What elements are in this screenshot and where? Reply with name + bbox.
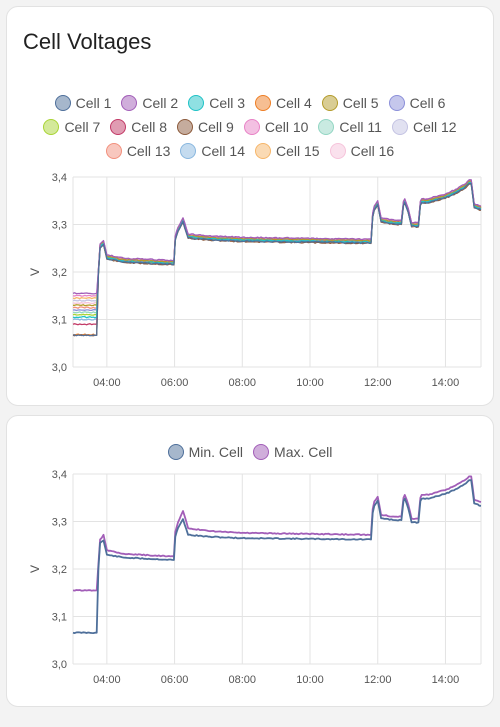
min-max-cell-chart[interactable]: 3,0 3,1 3,2 3,3 3,4 04:00 06:00 08:00 10:00 12:00… <box>7 462 493 727</box>
min-max-cell-card: Min. Cell Max. Cell 3,0 3,1 3,2 3,3 3,4 04:00 0… <box>6 415 494 707</box>
y-tick-label: 3,2 <box>52 267 67 279</box>
legend-swatch <box>110 119 127 135</box>
y-tick-label: 3,2 <box>52 564 67 576</box>
x-tick-label: 10:00 <box>296 674 324 686</box>
legend-swatch <box>243 119 260 135</box>
series-group <box>72 179 482 337</box>
x-tick-label: 12:00 <box>364 674 392 686</box>
legend-item-cell-11[interactable]: Cell 11 <box>318 116 382 138</box>
legend: Cell 1 Cell 2 Cell 3 Cell 4 Cell 5 Cell 6 Cell… <box>7 91 493 163</box>
legend-label: Cell 9 <box>198 119 234 135</box>
legend-label: Cell 7 <box>64 119 101 135</box>
legend-label: Cell 8 <box>131 119 168 135</box>
legend-item-min-cell[interactable]: Min. Cell <box>167 441 244 463</box>
legend-label: Cell 16 <box>350 143 395 159</box>
legend-item-cell-3[interactable]: Cell 3 <box>188 92 245 114</box>
legend-item-cell-16[interactable]: Cell 16 <box>329 140 395 162</box>
y-tick-label: 3,1 <box>52 315 67 327</box>
x-tick-label: 08:00 <box>229 674 257 686</box>
legend-swatch <box>188 95 205 111</box>
series-group <box>72 475 482 634</box>
cell-voltages-card: Cell Voltages Cell 1 Cell 2 Cell 3 Cell 4 Ce… <box>6 6 494 406</box>
x-tick-label: 08:00 <box>229 377 257 389</box>
y-tick-label: 3,1 <box>52 612 67 624</box>
legend-item-cell-9[interactable]: Cell 9 <box>177 116 234 138</box>
legend-label: Cell 13 <box>126 143 171 159</box>
y-axis-label: V <box>28 268 42 276</box>
legend-swatch <box>255 95 271 111</box>
legend-item-cell-15[interactable]: Cell 15 <box>255 140 320 162</box>
legend-item-cell-8[interactable]: Cell 8 <box>110 116 167 138</box>
legend-item-cell-5[interactable]: Cell 5 <box>321 92 379 114</box>
series-line-max-cell[interactable] <box>72 475 482 592</box>
legend-swatch <box>54 95 71 111</box>
legend-label: Cell 4 <box>276 95 312 111</box>
y-tick-label: 3,0 <box>52 362 67 374</box>
legend-item-cell-14[interactable]: Cell 14 <box>180 140 245 162</box>
legend-label: Cell 10 <box>264 119 309 135</box>
y-tick-label: 3,3 <box>52 517 67 529</box>
legend-label: Cell 3 <box>209 95 245 111</box>
series-line-cell-13[interactable] <box>72 180 482 309</box>
legend-label: Min. Cell <box>188 444 244 460</box>
legend-item-cell-12[interactable]: Cell 12 <box>391 116 457 138</box>
legend-swatch <box>329 143 346 159</box>
x-tick-label: 04:00 <box>93 674 121 686</box>
legend-item-cell-4[interactable]: Cell 4 <box>255 92 312 114</box>
legend-swatch <box>318 119 335 135</box>
y-tick-label: 3,0 <box>52 659 67 671</box>
legend-label: Max. Cell <box>274 444 333 460</box>
legend-item-cell-2[interactable]: Cell 2 <box>121 92 178 114</box>
legend-swatch <box>167 444 184 460</box>
legend-item-cell-7[interactable]: Cell 7 <box>43 116 100 138</box>
legend-label: Cell 11 <box>339 119 382 135</box>
cell-voltages-chart[interactable]: 3,0 3,1 3,2 3,3 3,4 04:00 06:00 08:00 10:00 12:00… <box>7 165 493 395</box>
y-tick-label: 3,4 <box>52 172 67 184</box>
x-tick-label: 12:00 <box>364 377 392 389</box>
chart-grid: 3,0 3,1 3,2 3,3 3,4 04:00 06:00 08:00 10:00 12:00… <box>28 469 482 686</box>
legend-item-cell-1[interactable]: Cell 1 <box>54 92 112 114</box>
legend-label: Cell 12 <box>412 119 457 135</box>
legend-swatch <box>388 95 405 111</box>
x-tick-label: 06:00 <box>161 377 189 389</box>
series-line-cell-1[interactable] <box>72 182 482 337</box>
x-tick-label: 14:00 <box>432 674 460 686</box>
x-tick-label: 14:00 <box>432 377 460 389</box>
legend-swatch <box>321 95 338 111</box>
legend-swatch <box>253 444 270 460</box>
series-line-cell-2[interactable] <box>72 179 482 295</box>
legend-label: Cell 1 <box>75 95 112 111</box>
y-tick-label: 3,3 <box>52 220 67 232</box>
legend: Min. Cell Max. Cell <box>7 440 493 464</box>
legend-swatch <box>43 119 60 135</box>
legend-swatch <box>180 143 197 159</box>
legend-label: Cell 2 <box>142 95 179 111</box>
legend-item-cell-10[interactable]: Cell 10 <box>243 116 309 138</box>
y-tick-label: 3,4 <box>52 469 67 481</box>
legend-swatch <box>105 143 122 159</box>
legend-swatch <box>121 95 138 111</box>
legend-swatch <box>255 143 271 159</box>
x-tick-label: 06:00 <box>161 674 189 686</box>
series-line-cell-5[interactable] <box>73 180 482 307</box>
x-tick-label: 10:00 <box>296 377 324 389</box>
legend-item-cell-13[interactable]: Cell 13 <box>105 140 171 162</box>
legend-swatch <box>391 119 408 135</box>
series-line-min-cell[interactable] <box>72 479 482 634</box>
legend-swatch <box>177 119 194 135</box>
legend-label: Cell 15 <box>276 143 320 159</box>
legend-label: Cell 14 <box>201 143 245 159</box>
legend-label: Cell 5 <box>342 95 379 111</box>
legend-label: Cell 6 <box>409 95 446 111</box>
chart-grid: 3,0 3,1 3,2 3,3 3,4 04:00 06:00 08:00 10:00 12:00… <box>28 172 482 389</box>
x-tick-label: 04:00 <box>93 377 121 389</box>
card-title: Cell Voltages <box>23 29 152 54</box>
legend-item-cell-6[interactable]: Cell 6 <box>388 92 446 114</box>
legend-item-max-cell[interactable]: Max. Cell <box>253 441 332 463</box>
y-axis-label: V <box>28 565 42 573</box>
